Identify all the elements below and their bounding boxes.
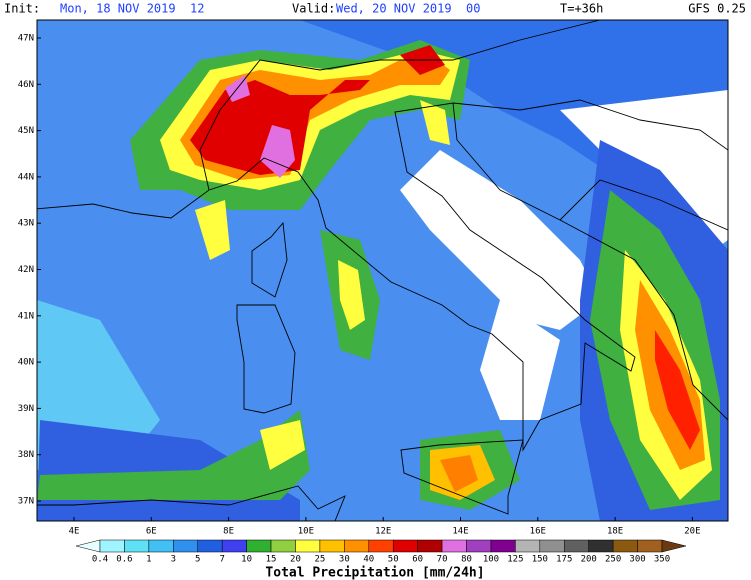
colorbar-label: 0.6 [116, 555, 132, 565]
colorbar-label: 40 [363, 555, 374, 565]
colorbar-box [466, 539, 492, 553]
colorbar-label: 7 [219, 555, 224, 565]
longitude-label: 18E [607, 527, 623, 537]
colorbar-label: 70 [437, 555, 448, 565]
latitude-label: 44N [18, 172, 34, 182]
longitude-label: 20E [684, 527, 700, 537]
longitude-label: 8E [223, 527, 234, 537]
latitude-label: 47N [18, 34, 34, 44]
colorbar-box [392, 539, 418, 553]
colorbar-box [612, 539, 638, 553]
longitude-label: 12E [375, 527, 391, 537]
colorbar-label: 250 [605, 555, 621, 565]
colorbar-box [99, 539, 125, 553]
longitude-label: 6E [146, 527, 157, 537]
longitude-label: 10E [298, 527, 314, 537]
colorbar-label: 100 [483, 555, 499, 565]
colorbar-label: 300 [629, 555, 645, 565]
colorbar-arrow [661, 539, 687, 553]
colorbar: 0.4 0.6 1 3 5 7 10 15 20 25 30 40 50 60 70 80 100 125 150 1… [75, 539, 687, 565]
colorbar-label: 200 [581, 555, 597, 565]
colorbar-box [417, 539, 443, 553]
latitude-label: 38N [18, 450, 34, 460]
colorbar-label: 60 [412, 555, 423, 565]
colorbar-label: 10 [241, 555, 252, 565]
colorbar-box [148, 539, 174, 553]
latitude-label: 39N [18, 404, 34, 414]
colorbar-box [221, 539, 247, 553]
init-label: Init: [4, 2, 40, 16]
colorbar-box [344, 539, 370, 553]
latitude-label: 40N [18, 358, 34, 368]
colorbar-box [295, 539, 321, 553]
latitude-label: 43N [18, 219, 34, 229]
colorbar-title: Total Precipitation [mm/24h] [265, 566, 484, 580]
borders [199, 20, 728, 231]
latitude-label: 46N [18, 80, 34, 90]
africa-coast [37, 485, 346, 521]
colorbar-arrow [75, 539, 101, 553]
init-date: Mon, 18 NOV 2019 12 [60, 2, 205, 16]
colorbar-label: 125 [507, 555, 523, 565]
colorbar-box [441, 539, 467, 553]
colorbar-label: 175 [556, 555, 572, 565]
colorbar-box [564, 539, 589, 553]
latitude-label: 45N [18, 126, 34, 136]
colorbar-box [173, 539, 198, 553]
latitude-label: 41N [18, 311, 34, 321]
colorbar-label: 3 [171, 555, 176, 565]
map [36, 19, 729, 522]
colorbar-box [515, 539, 541, 553]
colorbar-box [539, 539, 565, 553]
latitude-label: 42N [18, 265, 34, 275]
latitude-label: 37N [18, 497, 34, 507]
colorbar-box [197, 539, 223, 553]
colorbar-box [588, 539, 614, 553]
map-frame [36, 19, 729, 522]
model-name: GFS 0.25 [688, 2, 746, 16]
colorbar-box [637, 539, 663, 553]
colorbar-label: 30 [339, 555, 350, 565]
coastline [37, 102, 728, 452]
colorbar-label: 80 [461, 555, 472, 565]
longitude-label: 14E [452, 527, 468, 537]
colorbar-label: 5 [195, 555, 200, 565]
colorbar-box [319, 539, 345, 553]
colorbar-box [270, 539, 296, 553]
colorbar-label: 50 [388, 555, 399, 565]
longitude-label: 16E [530, 527, 546, 537]
sicily [400, 439, 524, 515]
colorbar-label: 20 [290, 555, 301, 565]
longitude-label: 4E [69, 527, 80, 537]
sardinia [236, 304, 296, 414]
colorbar-label: 0.4 [92, 555, 108, 565]
colorbar-box [246, 539, 272, 553]
colorbar-label: 15 [266, 555, 277, 565]
colorbar-label: 1 [146, 555, 151, 565]
valid-date: Wed, 20 NOV 2019 00 [336, 2, 481, 16]
colorbar-box [490, 539, 516, 553]
corsica [251, 221, 288, 298]
colorbar-box [368, 539, 394, 553]
colorbar-label: 25 [314, 555, 325, 565]
valid-label: Valid: [292, 2, 335, 16]
colorbar-box [124, 539, 150, 553]
colorbar-label: 150 [532, 555, 548, 565]
colorbar-label: 350 [654, 555, 670, 565]
forecast-hour: T=+36h [560, 2, 603, 16]
